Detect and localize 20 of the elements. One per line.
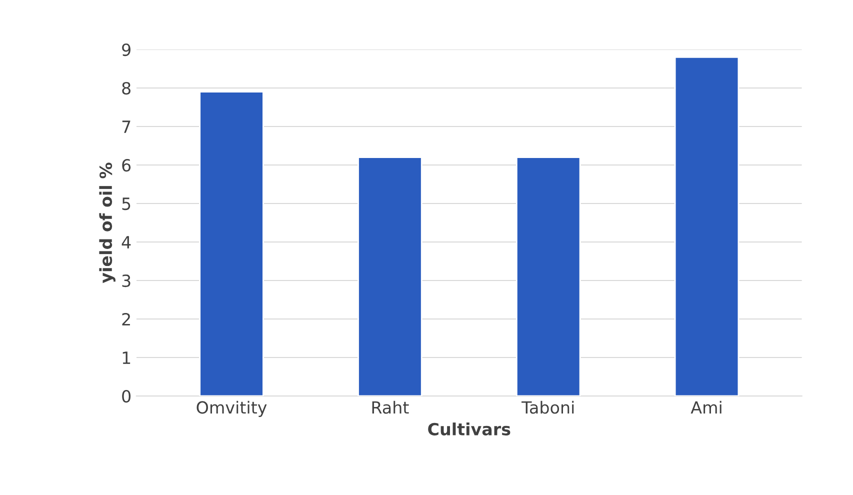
y-axis-title: yield of oil %: [99, 162, 116, 284]
y-tick-label: 1: [122, 352, 130, 364]
bar: [516, 156, 581, 396]
y-tick-label: 5: [122, 198, 130, 210]
x-tick-label: Ami: [690, 400, 722, 414]
x-tick-label: Raht: [372, 400, 409, 414]
y-tick-label: 6: [122, 158, 131, 172]
y-tick-label: 7: [122, 120, 130, 133]
y-tick-label: 9: [122, 43, 130, 56]
y-tick-label: 2: [122, 312, 130, 326]
bar: [674, 56, 740, 396]
y-tick-label: 8: [122, 82, 130, 95]
x-tick-label: Taboni: [522, 400, 574, 414]
y-tick-label: 3: [122, 274, 130, 288]
bar: [199, 91, 264, 396]
x-axis-title: Cultivars: [428, 422, 510, 436]
x-tick-label: Omvitity: [196, 400, 267, 417]
y-tick-label: 4: [122, 236, 131, 248]
y-tick-label: 0: [122, 390, 131, 403]
bar: [358, 156, 422, 396]
